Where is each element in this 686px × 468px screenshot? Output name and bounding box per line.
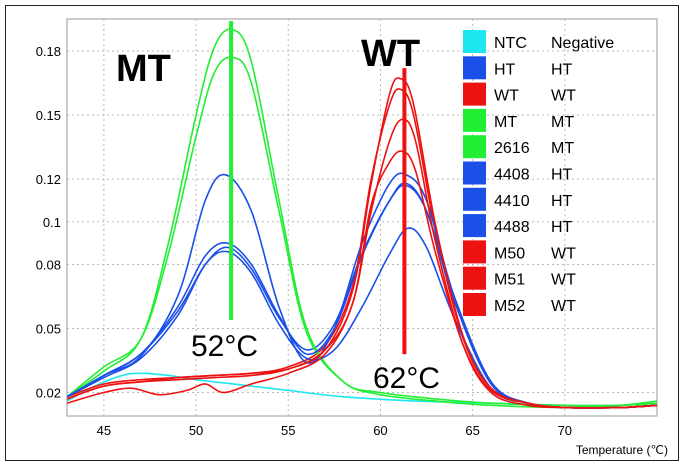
- x-tick-label: 50: [189, 423, 203, 438]
- legend-swatch-4410: [463, 187, 486, 211]
- legend-swatch-m51: [463, 266, 486, 290]
- legend: NTC Negative HT HT WT WT MT MT 2616 MT 4408 HT 4410 H…: [463, 30, 614, 316]
- legend-genotype-m51: WT: [551, 272, 576, 289]
- y-tick-label: 0.08: [36, 257, 61, 272]
- legend-sample-wt: WT: [494, 88, 519, 105]
- legend-swatch-ht: [463, 56, 486, 80]
- legend-genotype-m52: WT: [551, 298, 576, 315]
- x-axis-title: Temperature (℃): [576, 443, 668, 457]
- legend-sample-ht: HT: [494, 61, 516, 78]
- mt-peak-temp: 52°C: [191, 330, 258, 363]
- legend-sample-4488: 4488: [494, 219, 530, 236]
- legend-sample-4410: 4410: [494, 193, 530, 210]
- wt-label: WT: [361, 33, 420, 75]
- x-tick-label: 55: [281, 423, 295, 438]
- legend-sample-4408: 4408: [494, 167, 530, 184]
- legend-sample-ntc: NTC: [494, 35, 527, 52]
- wt-peak-temp: 62°C: [373, 362, 440, 395]
- legend-genotype-4488: HT: [551, 219, 573, 236]
- x-tick-label: 45: [97, 423, 111, 438]
- melt-curve-chart: 0.02 0.05 0.08 0.1 0.12 0.15 0.18 45 50 55 60 65 70…: [36, 18, 668, 457]
- grid-lines: [67, 19, 657, 416]
- legend-sample-m52: M52: [494, 298, 525, 315]
- mt-label: MT: [116, 48, 171, 90]
- x-tick-label: 70: [558, 423, 572, 438]
- x-tick-label: 65: [465, 423, 479, 438]
- x-tick-labels: 45 50 55 60 65 70: [97, 423, 572, 438]
- legend-swatch-4408: [463, 161, 486, 185]
- series-line-m52: [67, 150, 657, 409]
- legend-swatch-ntc: [463, 30, 486, 53]
- legend-swatch-wt: [463, 82, 486, 106]
- legend-swatch-4488: [463, 214, 486, 238]
- y-tick-labels: 0.02 0.05 0.08 0.1 0.12 0.15 0.18: [36, 44, 61, 401]
- series-lines: [67, 28, 657, 409]
- series-line-mt: [67, 28, 657, 407]
- legend-genotype-2616: MT: [551, 140, 574, 157]
- legend-genotype-wt: WT: [551, 88, 576, 105]
- x-tick-label: 60: [373, 423, 387, 438]
- legend-sample-mt: MT: [494, 114, 517, 131]
- series-line-m51: [67, 118, 657, 409]
- legend-genotype-4410: HT: [551, 193, 573, 210]
- y-tick-label: 0.1: [43, 215, 61, 230]
- legend-genotype-m50: WT: [551, 245, 576, 262]
- y-tick-label: 0.02: [36, 386, 61, 401]
- legend-sample-m51: M51: [494, 272, 525, 289]
- y-tick-label: 0.15: [36, 108, 61, 123]
- peak-markers: [229, 21, 407, 355]
- legend-genotype-4408: HT: [551, 167, 573, 184]
- legend-sample-2616: 2616: [494, 140, 530, 157]
- y-tick-label: 0.12: [36, 172, 61, 187]
- legend-swatch-m52: [463, 293, 486, 316]
- legend-genotype-ntc: Negative: [551, 35, 614, 52]
- legend-genotype-mt: MT: [551, 114, 574, 131]
- legend-swatch-m50: [463, 240, 486, 264]
- legend-sample-m50: M50: [494, 245, 525, 262]
- legend-swatch-mt: [463, 108, 486, 132]
- plot-area: [66, 18, 658, 417]
- chart-frame: 0.02 0.05 0.08 0.1 0.12 0.15 0.18 45 50 55 60 65 70…: [5, 5, 679, 461]
- legend-genotype-ht: HT: [551, 61, 573, 78]
- y-tick-label: 0.05: [36, 321, 61, 336]
- y-tick-label: 0.18: [36, 44, 61, 59]
- legend-swatch-2616: [463, 135, 486, 159]
- series-line-2616: [67, 56, 657, 409]
